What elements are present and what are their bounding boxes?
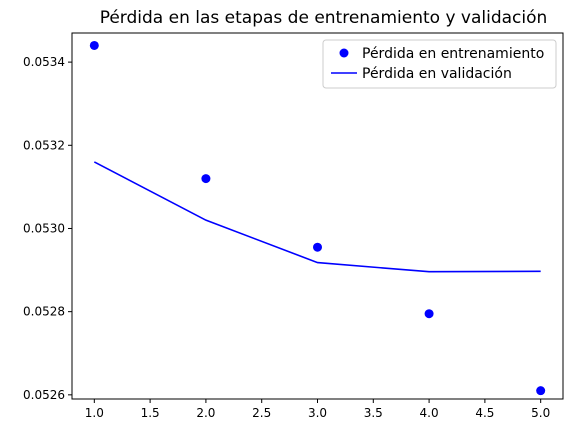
y-tick-label: 0.0534 — [23, 55, 65, 69]
x-tick-label: 4.5 — [475, 406, 494, 420]
training-loss-point — [89, 40, 99, 50]
axes: 1.0 1.5 2.0 2.5 3.0 3.5 4.0 4.5 5.0 0.0526 0.0528 0… — [23, 32, 564, 420]
training-loss-point — [424, 309, 434, 319]
validation-loss-line — [93, 161, 541, 273]
training-loss-point — [313, 242, 322, 252]
training-loss-point — [536, 386, 546, 396]
y-tick-label: 0.0532 — [23, 138, 65, 152]
y-tick-label: 0.0526 — [23, 388, 65, 402]
x-tick-label: 2.0 — [196, 406, 215, 420]
x-tick-label: 4.0 — [420, 406, 439, 420]
legend-point-swatch — [339, 48, 349, 58]
legend-label: Pérdida en entrenamiento — [362, 46, 544, 62]
y-tick-label: 0.0528 — [23, 305, 65, 319]
x-tick-label: 1.5 — [141, 406, 160, 420]
x-tick-label: 3.0 — [308, 406, 327, 420]
legend-box — [322, 39, 557, 89]
legend: Pérdida en entrenamiento Pérdida en valid… — [322, 39, 557, 89]
x-tick-label: 2.5 — [252, 406, 271, 420]
chart-title: Pérdida en las etapas de entrenamiento y… — [100, 8, 548, 28]
legend-label: Pérdida en validación — [362, 66, 512, 82]
x-tick-label: 1.0 — [85, 406, 104, 420]
plot-area — [89, 40, 546, 396]
y-tick-label: 0.0530 — [23, 221, 65, 235]
training-loss-point — [201, 174, 211, 184]
x-tick-label: 3.5 — [364, 406, 383, 420]
x-tick-label: 5.0 — [531, 406, 550, 420]
